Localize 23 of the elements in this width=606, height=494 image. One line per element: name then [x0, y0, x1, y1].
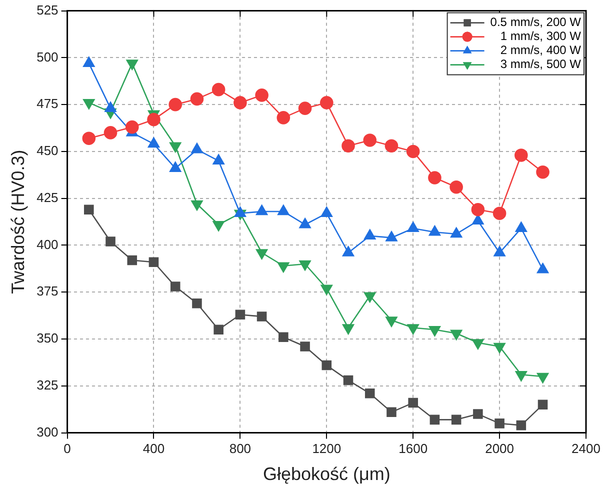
y-tick-label: 500	[36, 49, 58, 64]
x-tick-label: 800	[229, 441, 252, 456]
x-tick-label: 400	[142, 441, 165, 456]
x-axis-title: Głębokość (μm)	[262, 464, 390, 484]
x-tick-label: 1600	[398, 441, 428, 456]
y-tick-label: 475	[36, 96, 58, 112]
x-tick-label: 2400	[572, 441, 600, 456]
y-axis-title: Twardość (HV0.3)	[8, 150, 28, 294]
y-tick-label: 300	[36, 424, 58, 440]
legend-label: 1 mm/s, 300 W	[500, 29, 582, 44]
y-tick-label: 450	[36, 143, 58, 158]
y-tick-label: 325	[36, 377, 58, 392]
y-tick-label: 350	[36, 330, 58, 346]
legend-label: 0.5 mm/s, 200 W	[490, 15, 582, 30]
legend-label: 2 mm/s, 400 W	[500, 43, 582, 58]
y-tick-label: 425	[36, 190, 58, 205]
x-tick-label: 1200	[312, 441, 342, 456]
y-tick-label: 375	[36, 284, 58, 299]
x-tick-label: 2000	[485, 441, 514, 456]
x-tick-label: 0	[64, 441, 71, 456]
y-tick-label: 525	[36, 2, 58, 18]
y-tick-label: 400	[36, 236, 58, 252]
legend-label: 3 mm/s, 500 W	[500, 57, 582, 72]
